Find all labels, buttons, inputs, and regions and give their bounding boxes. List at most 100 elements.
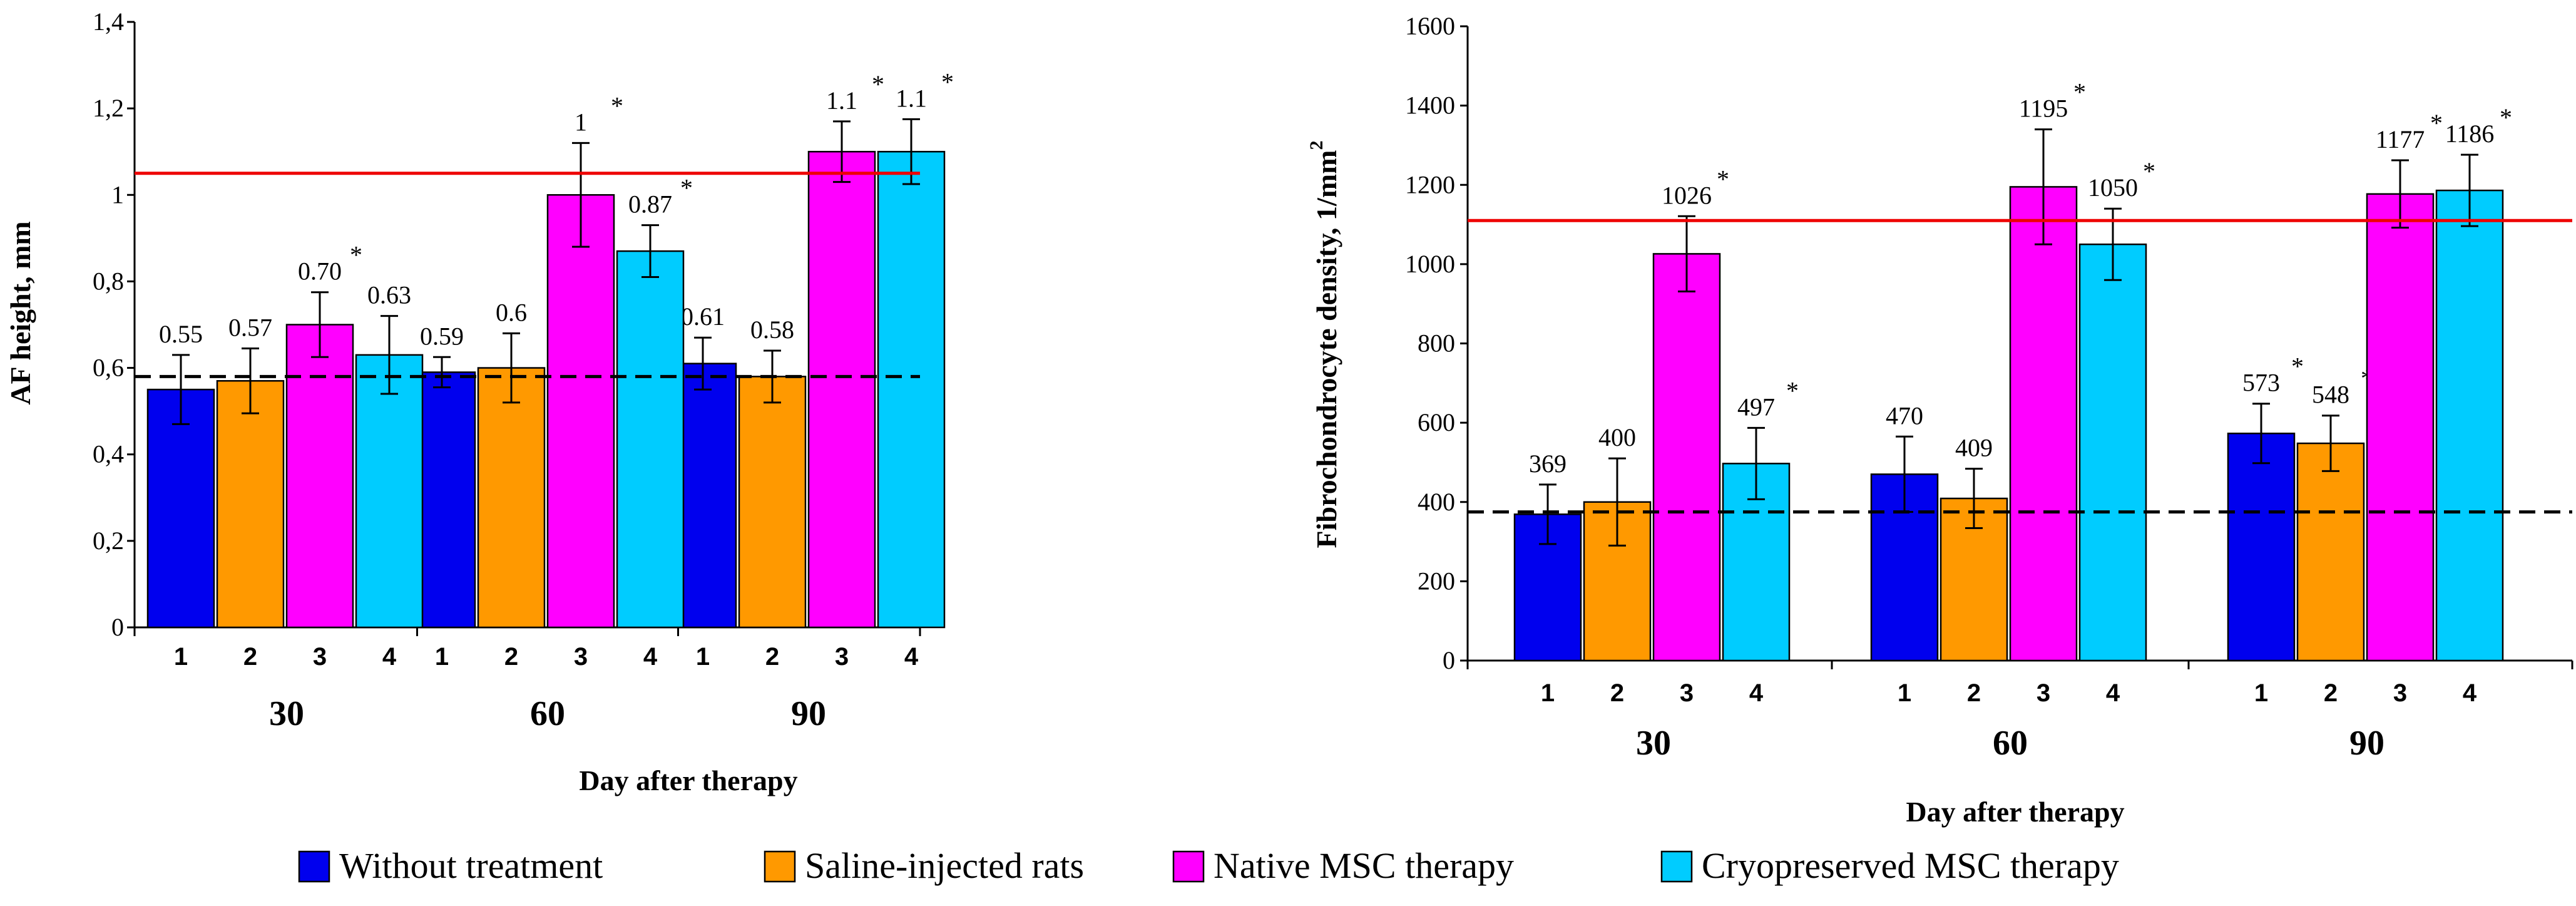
sub-category-label: 1 <box>1898 679 1911 707</box>
bar <box>477 367 546 629</box>
sub-category-label: 1 <box>1541 679 1555 707</box>
y-tick-label: 200 <box>1418 567 1455 595</box>
significance-star: * <box>611 91 623 120</box>
bar <box>355 354 424 629</box>
sub-category-label: 2 <box>2324 679 2338 707</box>
data-label: 470 <box>1886 401 1923 430</box>
bar <box>146 388 215 629</box>
data-label: 1.1 <box>896 84 927 112</box>
sub-category-label: 4 <box>2463 679 2477 707</box>
sub-category-label: 2 <box>504 643 518 671</box>
group-label: 90 <box>2349 724 2384 763</box>
chart-fibrochondrocyte-density: Fibrochondrocyte density, 1/mm2 Day afte… <box>1306 12 2573 828</box>
y-tick-label: 0 <box>111 613 124 641</box>
data-label: 400 <box>1598 423 1636 451</box>
sub-category-label: 4 <box>904 643 919 671</box>
data-label: 1195 <box>2019 95 2068 123</box>
y-tick-label: 1600 <box>1405 12 1455 40</box>
group-label: 60 <box>1993 724 2028 763</box>
legend-label: Cryopreserved MSC therapy <box>1702 845 2119 886</box>
data-label: 0.59 <box>420 322 464 350</box>
group-label: 30 <box>269 694 304 733</box>
significance-star: * <box>1717 165 1729 193</box>
data-label: 0.70 <box>298 257 342 286</box>
group-label: 60 <box>530 694 565 733</box>
sub-category-label: 2 <box>243 643 257 671</box>
bar <box>2435 189 2504 662</box>
bar <box>738 376 807 629</box>
significance-star: * <box>941 68 954 96</box>
y-tick-label: 1,4 <box>93 8 124 36</box>
y-tick-label: 0 <box>1443 646 1455 674</box>
significance-star: * <box>2291 353 2304 381</box>
group-label: 90 <box>791 694 826 733</box>
significance-star: * <box>2430 109 2443 137</box>
data-label: 1186 <box>2445 120 2495 148</box>
data-label: 573 <box>2242 369 2280 397</box>
data-label: 369 <box>1529 450 1567 478</box>
sub-category-label: 4 <box>382 643 397 671</box>
sub-category-label: 2 <box>1967 679 1981 707</box>
sub-category-label: 4 <box>2106 679 2120 707</box>
data-label: 0.6 <box>496 298 527 326</box>
sub-category-label: 3 <box>1680 679 1694 707</box>
data-label: 1 <box>575 108 587 136</box>
data-label: 1050 <box>2088 173 2138 202</box>
y-tick-label: 0,8 <box>93 267 124 295</box>
y-axis-title: Fibrochondrocyte density, 1/mm2 <box>1306 141 1342 548</box>
legend-label: Native MSC therapy <box>1214 845 1514 886</box>
significance-star: * <box>2073 78 2086 106</box>
chart-af-height: AF height, mm Day after therapy 0 0,2 0,4 0… <box>4 8 954 796</box>
bar <box>546 194 615 629</box>
sub-category-label: 1 <box>174 643 188 671</box>
sub-category-label: 4 <box>643 643 658 671</box>
data-label: 409 <box>1955 434 1993 462</box>
sub-category-label: 3 <box>835 643 849 671</box>
bar <box>2078 243 2147 662</box>
bar <box>807 150 876 629</box>
y-tick-label: 0,6 <box>93 354 124 382</box>
significance-star: * <box>2500 103 2512 131</box>
legend-swatch <box>298 850 330 883</box>
legend-swatch <box>1660 850 1693 883</box>
y-tick-label: 400 <box>1418 488 1455 516</box>
bar <box>216 380 285 629</box>
y-tick-label: 1000 <box>1405 250 1455 278</box>
group-label: 30 <box>1636 724 1671 763</box>
significance-star: * <box>1786 376 1799 404</box>
sub-category-label: 3 <box>574 643 588 671</box>
x-axis-title: Day after therapy <box>579 764 797 796</box>
sub-category-label: 2 <box>1610 679 1624 707</box>
legend-swatch <box>1172 850 1205 883</box>
legend-swatch <box>764 850 796 883</box>
data-label: 1177 <box>2376 125 2425 153</box>
data-label: 0.61 <box>681 302 725 331</box>
y-axis-title-superscript: 2 <box>1306 141 1327 150</box>
y-tick-label: 0,4 <box>93 440 124 468</box>
y-axis-title-text: Fibrochondrocyte density, 1/mm <box>1311 150 1342 548</box>
sub-category-label: 1 <box>2254 679 2268 707</box>
legend-label: Saline-injected rats <box>805 845 1084 886</box>
sub-category-label: 3 <box>2393 679 2407 707</box>
bar <box>2009 186 2078 662</box>
significance-star: * <box>2143 157 2155 185</box>
y-tick-label: 1200 <box>1405 170 1455 198</box>
data-label: 0.55 <box>159 320 203 348</box>
sub-category-label: 1 <box>435 643 449 671</box>
data-label: 1.1 <box>826 86 857 115</box>
bar <box>285 324 354 629</box>
y-axis-title: AF height, mm <box>4 221 36 404</box>
sub-category-label: 4 <box>1749 679 1764 707</box>
data-label: 0.57 <box>228 313 272 341</box>
bar <box>2296 442 2365 662</box>
significance-star: * <box>680 174 693 202</box>
data-label: 0.58 <box>750 316 794 344</box>
bar <box>2227 432 2296 662</box>
significance-star: * <box>350 241 362 269</box>
y-tick-label: 600 <box>1418 408 1455 436</box>
sub-category-label: 1 <box>696 643 710 671</box>
data-label: 1026 <box>1662 181 1712 209</box>
y-tick-label: 1,2 <box>93 94 124 122</box>
data-label: 0.87 <box>628 190 672 219</box>
